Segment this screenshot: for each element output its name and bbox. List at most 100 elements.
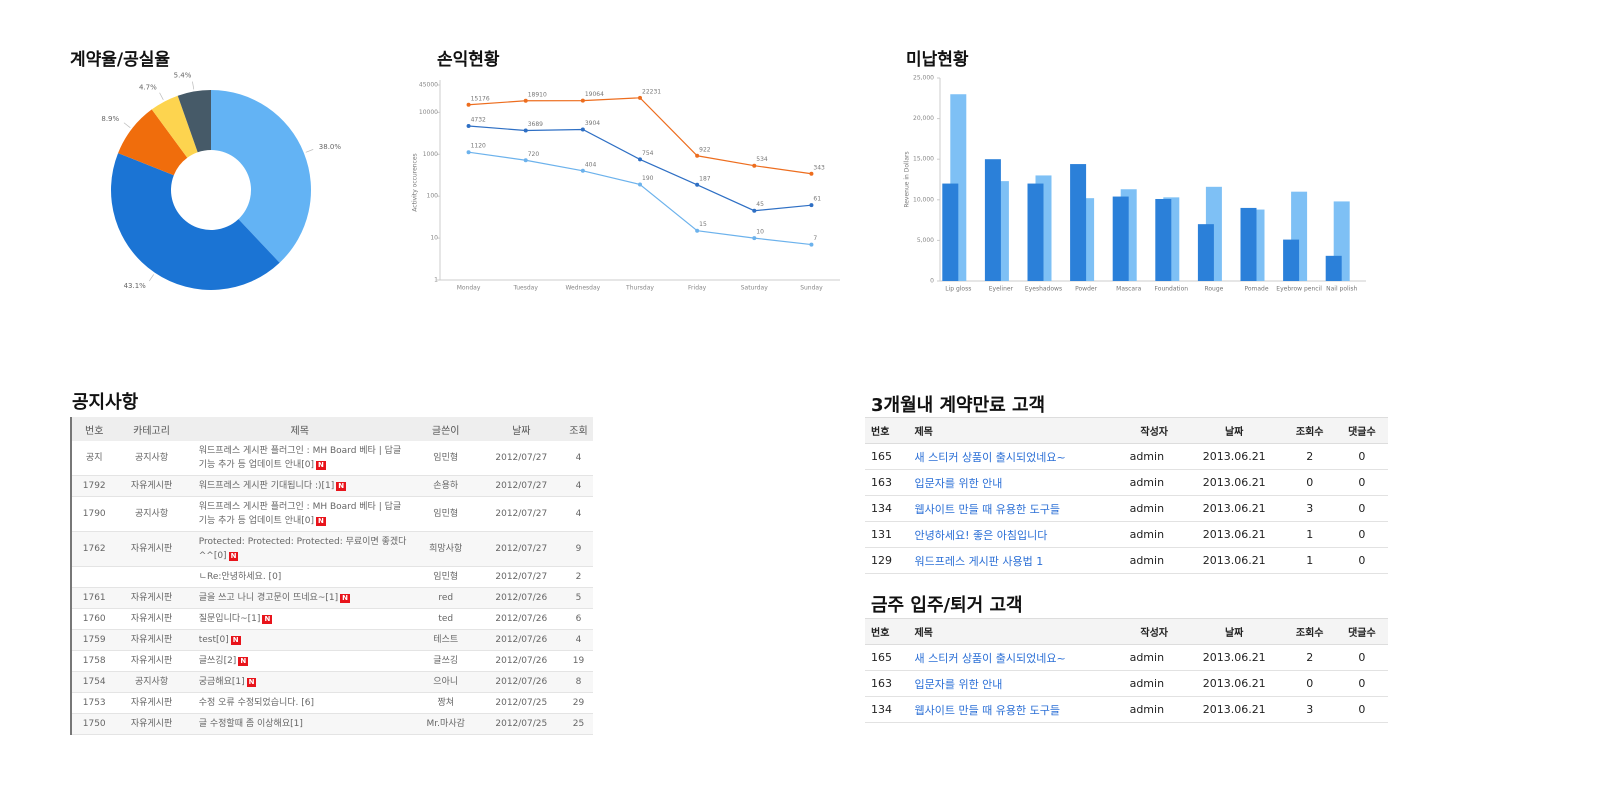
column-header: 제목 [908,417,1124,444]
cell: admin [1123,547,1185,574]
table-row: 1754 공지사항 궁금해요[1] N 으아니 2012/07/26 8 [71,671,593,693]
cell: 0 [1335,443,1388,470]
column-header: 번호 [71,417,117,441]
post-link[interactable]: 웹사이트 만들 때 유용한 도구들 [914,703,1061,717]
y-tick-label: 1 [434,277,438,284]
cell: 수정 오류 수정되었습니다. [6] [186,692,413,714]
expiring-table: 번호 제목 작성자 날짜 조회수 댓글수 165 새 스티커 상품이 출시되었네요~ admin… [865,417,1388,574]
cell: 0 [1283,670,1336,697]
y-tick-label: 1000 [423,151,438,158]
cell-text: admin [1129,502,1165,515]
point [580,168,585,173]
table-row: 131 안녕하세요! 좋은 아침입니다 admin 2013.06.21 1 0 [865,521,1388,548]
bar [1155,198,1172,281]
bar [1325,255,1342,281]
post-link[interactable]: 새 스티커 상품이 출시되었네요~ [914,651,1066,665]
cell-text: 워드프레스 게시판 플러그인 : MH Board 베타 | 답글 기능 추가 … [198,446,402,470]
bar [984,159,1001,281]
leader-line [148,274,155,282]
post-link[interactable]: 새 스티커 상품이 출시되었네요~ [914,450,1066,464]
cell: 6 [563,608,593,630]
table-row: 1792 자유게시판 워드프레스 게시판 기대됩니다 :)[1] N 손용하 2012/0… [71,475,593,497]
cell-text: admin [1129,554,1165,567]
cell-text: red [438,593,454,603]
point [695,228,700,233]
cell-text: 손용하 [433,481,459,491]
bar [1240,207,1257,281]
value-label: 15 [699,221,707,228]
cell: admin [1123,521,1185,548]
cell-text: 4 [575,453,582,463]
cell: 손용하 [412,475,479,497]
cell-text: 0 [1358,528,1366,541]
point [752,208,757,213]
column-header: 번호 [865,417,909,444]
post-link[interactable]: 입문자를 위한 안내 [914,476,1003,490]
charts: 계약율/공실율38.0%43.1%8.9%4.7%5.4%손익현황1101001… [70,49,1366,293]
point [523,158,528,163]
value-label: 10 [756,229,764,236]
cell: test[0] N [186,629,413,651]
cell: 2 [563,566,593,588]
table-row: 163 입문자를 위한 안내 admin 2013.06.21 0 0 [865,670,1388,697]
post-link[interactable]: 안녕하세요! 좋은 아침입니다 [914,528,1048,542]
x-tick-label: Tuesday [513,285,539,292]
cell: 1759 [71,629,117,651]
notice-table: 번호 카테고리 제목 글쓴이 날짜 조회 공지 공지사항 워드프레스 게시판 플러그인 : MH… [70,417,593,735]
cell: 2012/07/27 [478,566,564,588]
cell: 워드프레스 게시판 기대됩니다 :)[1] N [186,475,413,497]
cell-text: 워드프레스 게시판 플러그인 : MH Board 베타 | 답글 기능 추가 … [198,502,402,526]
cell-text: test[0] [198,635,229,645]
column-header: 카테고리 [116,417,187,441]
cell: red [412,587,479,609]
point [752,163,757,168]
cell: 0 [1335,469,1388,496]
cell-text: 0 [1358,703,1366,716]
cell-text: 2012/07/27 [495,544,548,554]
point [638,182,642,187]
value-label: 720 [528,151,540,158]
leader-line [192,81,195,90]
cell: 희망사항 [412,531,479,567]
post-link[interactable]: 입문자를 위한 안내 [914,677,1003,691]
cell-text: 163 [871,476,892,489]
column-header: 글쓴이 [412,417,479,441]
cell: 2 [1283,644,1336,671]
cell: 165 [865,644,909,671]
cell-text: 짱쳐 [437,698,454,708]
leader-line [159,92,164,100]
x-tick-label: Mascara [1116,286,1141,293]
leader-line [305,149,314,153]
cell: 궁금해요[1] N [186,671,413,693]
cell: admin [1123,469,1185,496]
cell: 2012/07/25 [478,692,564,714]
column-header: 댓글수 [1335,417,1388,444]
cell-text: Protected: Protected: Protected: 무료이면 좋겠… [198,537,407,561]
cell: 2013.06.21 [1184,469,1284,496]
post-link[interactable]: 웹사이트 만들 때 유용한 도구들 [914,502,1061,516]
x-tick-label: Saturday [741,285,768,292]
cell-text: 2012/07/26 [495,656,548,666]
y-tick-label: 100 [427,193,439,200]
x-tick-label: Thursday [625,285,654,292]
post-link[interactable]: 워드프레스 게시판 사용법 1 [914,554,1044,568]
cell: 2013.06.21 [1184,547,1284,574]
cell: admin [1123,495,1185,522]
bar [1112,196,1129,281]
cell-text: 1754 [82,677,106,687]
cell: 글쓰깅[2] N [186,650,413,672]
cell: 165 [865,443,909,470]
bar [942,183,959,281]
value-label: 19064 [585,91,604,98]
cell-text: 2013.06.21 [1202,502,1266,515]
value-label: 404 [585,161,597,168]
column-header: 제목 [186,417,413,441]
cell: 4 [563,441,593,476]
cell [71,566,117,588]
point [580,98,585,103]
cell-text: 0 [1306,677,1314,690]
cell: 2012/07/27 [478,531,564,567]
cell: admin [1123,443,1185,470]
cell-text: 1753 [82,698,106,708]
